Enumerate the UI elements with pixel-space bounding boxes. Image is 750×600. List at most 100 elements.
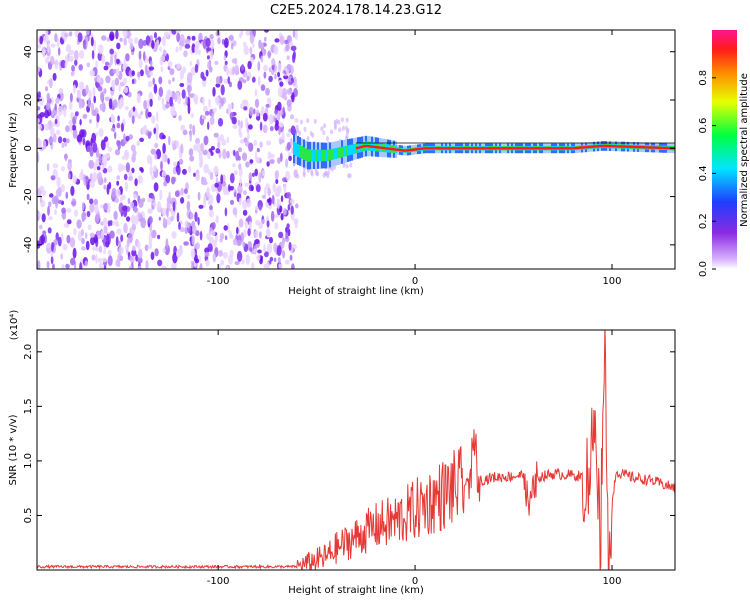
signal-band-inner bbox=[337, 147, 339, 159]
y-tick-label: 2.0 bbox=[23, 344, 34, 360]
noise-blob bbox=[217, 117, 224, 127]
noise-blob bbox=[277, 109, 281, 121]
noise-blob bbox=[216, 136, 223, 142]
signal-band-inner bbox=[333, 148, 335, 160]
noise-blob bbox=[245, 161, 250, 168]
noise-blob bbox=[164, 104, 170, 109]
noise-blob bbox=[130, 144, 136, 152]
noise-blob bbox=[287, 228, 291, 237]
noise-blob bbox=[246, 75, 250, 82]
noise-blob bbox=[105, 75, 111, 84]
noise-blob bbox=[99, 103, 103, 111]
noise-blob bbox=[286, 63, 292, 70]
noise-blob bbox=[283, 95, 288, 101]
noise-blob bbox=[116, 42, 121, 50]
noise-blob bbox=[254, 239, 260, 245]
noise-blob bbox=[206, 186, 211, 198]
noise-blob bbox=[213, 165, 219, 176]
noise-blob bbox=[294, 220, 298, 229]
noise-blob bbox=[239, 139, 245, 144]
noise-blob bbox=[237, 119, 241, 127]
noise-blob bbox=[209, 205, 213, 211]
noise-blob bbox=[202, 76, 207, 81]
noise-blob bbox=[54, 33, 58, 43]
noise-blob bbox=[300, 119, 303, 125]
noise-blob bbox=[184, 43, 191, 49]
noise-blob bbox=[66, 138, 70, 144]
signal-band-inner bbox=[305, 148, 307, 161]
noise-blob bbox=[265, 201, 269, 208]
noise-blob bbox=[79, 119, 82, 126]
signal-band-inner bbox=[303, 147, 305, 160]
noise-blob bbox=[126, 238, 130, 247]
noise-blob bbox=[277, 62, 282, 73]
snr-xlabel: Height of straight line (km) bbox=[288, 585, 424, 596]
noise-blob bbox=[220, 174, 224, 185]
noise-blob bbox=[199, 263, 203, 269]
signal-band-inner bbox=[299, 145, 301, 158]
noise-blob bbox=[42, 140, 47, 150]
y-tick-label: 20 bbox=[23, 94, 34, 107]
noise-blob bbox=[148, 66, 155, 71]
noise-blob bbox=[253, 248, 257, 253]
noise-blob bbox=[116, 58, 120, 65]
noise-blob bbox=[261, 194, 266, 199]
noise-blob bbox=[131, 78, 135, 85]
noise-blob bbox=[137, 113, 142, 120]
noise-blob bbox=[64, 32, 69, 38]
noise-blob bbox=[49, 55, 55, 65]
noise-blob bbox=[74, 50, 79, 61]
noise-blob bbox=[73, 84, 76, 94]
noise-blob bbox=[138, 212, 141, 219]
noise-blob bbox=[215, 76, 221, 85]
noise-blob bbox=[74, 59, 78, 66]
noise-blob bbox=[48, 136, 54, 144]
noise-blob bbox=[60, 253, 63, 260]
noise-blob bbox=[92, 86, 96, 98]
noise-blob bbox=[123, 57, 126, 67]
noise-blob bbox=[56, 129, 61, 136]
noise-blob bbox=[219, 104, 222, 110]
signal-trace-core bbox=[355, 144, 675, 152]
noise-blob bbox=[45, 244, 51, 248]
noise-blob bbox=[197, 216, 200, 226]
noise-blob bbox=[231, 42, 234, 50]
noise-blob bbox=[112, 220, 115, 226]
noise-blob bbox=[286, 223, 290, 230]
noise-blob bbox=[81, 237, 85, 245]
noise-blob bbox=[204, 251, 210, 257]
noise-blob bbox=[138, 38, 144, 49]
noise-blob bbox=[130, 214, 136, 224]
noise-blob bbox=[290, 125, 296, 136]
noise-blob bbox=[263, 71, 267, 79]
noise-blob bbox=[150, 148, 156, 155]
noise-blob bbox=[114, 220, 119, 226]
noise-blob bbox=[208, 209, 214, 218]
noise-blob bbox=[150, 251, 155, 261]
noise-blob bbox=[131, 223, 137, 231]
noise-blob bbox=[229, 186, 235, 191]
noise-blob bbox=[87, 97, 92, 109]
noise-blob bbox=[156, 201, 162, 212]
noise-blob bbox=[188, 86, 191, 97]
noise-blob bbox=[215, 177, 219, 185]
noise-blob bbox=[134, 178, 138, 187]
noise-blob bbox=[224, 207, 228, 217]
noise-blob bbox=[116, 175, 121, 180]
noise-blob bbox=[243, 229, 247, 238]
noise-blob bbox=[52, 72, 57, 81]
noise-blob bbox=[169, 68, 175, 76]
noise-blob bbox=[238, 197, 242, 206]
noise-blob bbox=[101, 35, 107, 41]
noise-blob bbox=[198, 204, 204, 209]
noise-blob bbox=[220, 259, 225, 266]
noise-blob bbox=[251, 185, 254, 192]
noise-blob bbox=[205, 37, 211, 48]
noise-blob bbox=[283, 207, 287, 216]
noise-blob bbox=[39, 195, 43, 203]
noise-blob bbox=[215, 215, 219, 224]
noise-blob bbox=[38, 212, 42, 218]
noise-blob bbox=[78, 49, 85, 59]
spectrogram-ticks: -100 0 100 -40 -20 0 20 40 bbox=[23, 30, 675, 287]
noise-blob bbox=[132, 245, 136, 252]
